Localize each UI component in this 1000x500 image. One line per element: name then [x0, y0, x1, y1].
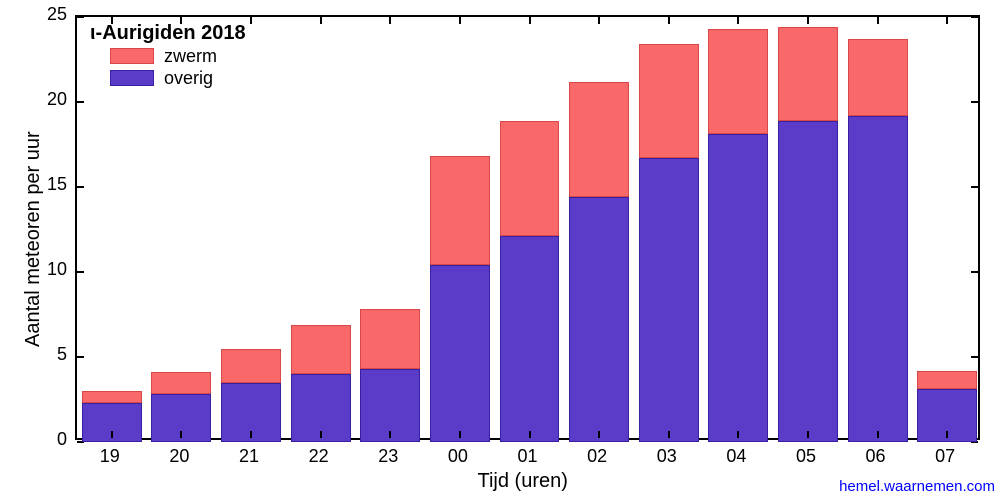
bar-zwerm [639, 44, 699, 158]
xtick-label: 20 [159, 446, 199, 467]
bar-zwerm [221, 349, 281, 383]
ytick-label: 25 [27, 4, 67, 25]
legend-swatch [110, 48, 154, 64]
y-axis-label: Aantal meteoren per uur [22, 131, 45, 347]
bar-zwerm [848, 39, 908, 116]
bar-overig [778, 121, 838, 442]
bar-overig [639, 158, 699, 442]
legend-row: zwerm [110, 45, 260, 67]
bar-overig [430, 265, 490, 442]
bar-zwerm [500, 121, 560, 237]
xtick [320, 17, 322, 24]
legend-label: zwerm [164, 46, 217, 67]
bar-zwerm [569, 82, 629, 198]
xtick [529, 431, 531, 438]
xtick [320, 431, 322, 438]
ytick [77, 186, 84, 188]
xtick-label: 23 [368, 446, 408, 467]
xtick [807, 17, 809, 24]
xtick-label: 05 [786, 446, 826, 467]
xtick [459, 431, 461, 438]
bar-zwerm [291, 325, 351, 374]
xtick-label: 19 [90, 446, 130, 467]
ytick [77, 16, 84, 18]
bar-zwerm [360, 309, 420, 369]
xtick [598, 17, 600, 24]
bar-overig [708, 134, 768, 442]
xtick [946, 431, 948, 438]
xtick-label: 03 [647, 446, 687, 467]
legend-swatch [110, 70, 154, 86]
xtick [389, 431, 391, 438]
ytick [971, 356, 978, 358]
bar-zwerm [708, 29, 768, 134]
legend-row: overig [110, 67, 260, 89]
xtick-label: 22 [299, 446, 339, 467]
ytick-label: 0 [27, 429, 67, 450]
meteor-chart: 051015202519202122230001020304050607ι-Au… [0, 0, 1000, 500]
legend-label: overig [164, 68, 213, 89]
x-axis-label: Tijd (uren) [478, 470, 568, 493]
bar-overig [848, 116, 908, 442]
xtick-label: 07 [925, 446, 965, 467]
xtick-label: 21 [229, 446, 269, 467]
ytick [77, 101, 84, 103]
ytick [971, 186, 978, 188]
xtick [946, 17, 948, 24]
bar-overig [500, 236, 560, 442]
xtick [180, 431, 182, 438]
xtick-label: 06 [856, 446, 896, 467]
xtick [877, 431, 879, 438]
ytick [971, 16, 978, 18]
ytick [77, 356, 84, 358]
xtick [668, 17, 670, 24]
xtick [459, 17, 461, 24]
ytick-label: 5 [27, 344, 67, 365]
xtick [668, 431, 670, 438]
chart-title: ι-Aurigiden 2018 [90, 22, 246, 45]
xtick [250, 17, 252, 24]
xtick-label: 04 [716, 446, 756, 467]
xtick [389, 17, 391, 24]
ytick-label: 20 [27, 89, 67, 110]
ytick [77, 271, 84, 273]
xtick [250, 431, 252, 438]
xtick-label: 01 [508, 446, 548, 467]
xtick [877, 17, 879, 24]
xtick-label: 00 [438, 446, 478, 467]
bar-zwerm [430, 156, 490, 265]
xtick-label: 02 [577, 446, 617, 467]
legend: zwermoverig [110, 45, 260, 89]
bar-overig [569, 197, 629, 442]
xtick [598, 431, 600, 438]
xtick [737, 17, 739, 24]
xtick [737, 431, 739, 438]
xtick [111, 431, 113, 438]
xtick [807, 431, 809, 438]
ytick [971, 101, 978, 103]
xtick [529, 17, 531, 24]
ytick [971, 271, 978, 273]
bar-zwerm [778, 27, 838, 121]
bar-zwerm [151, 372, 211, 394]
bar-zwerm [917, 371, 977, 390]
credit-link: hemel.waarnemen.com [839, 478, 995, 495]
bar-zwerm [82, 391, 142, 403]
